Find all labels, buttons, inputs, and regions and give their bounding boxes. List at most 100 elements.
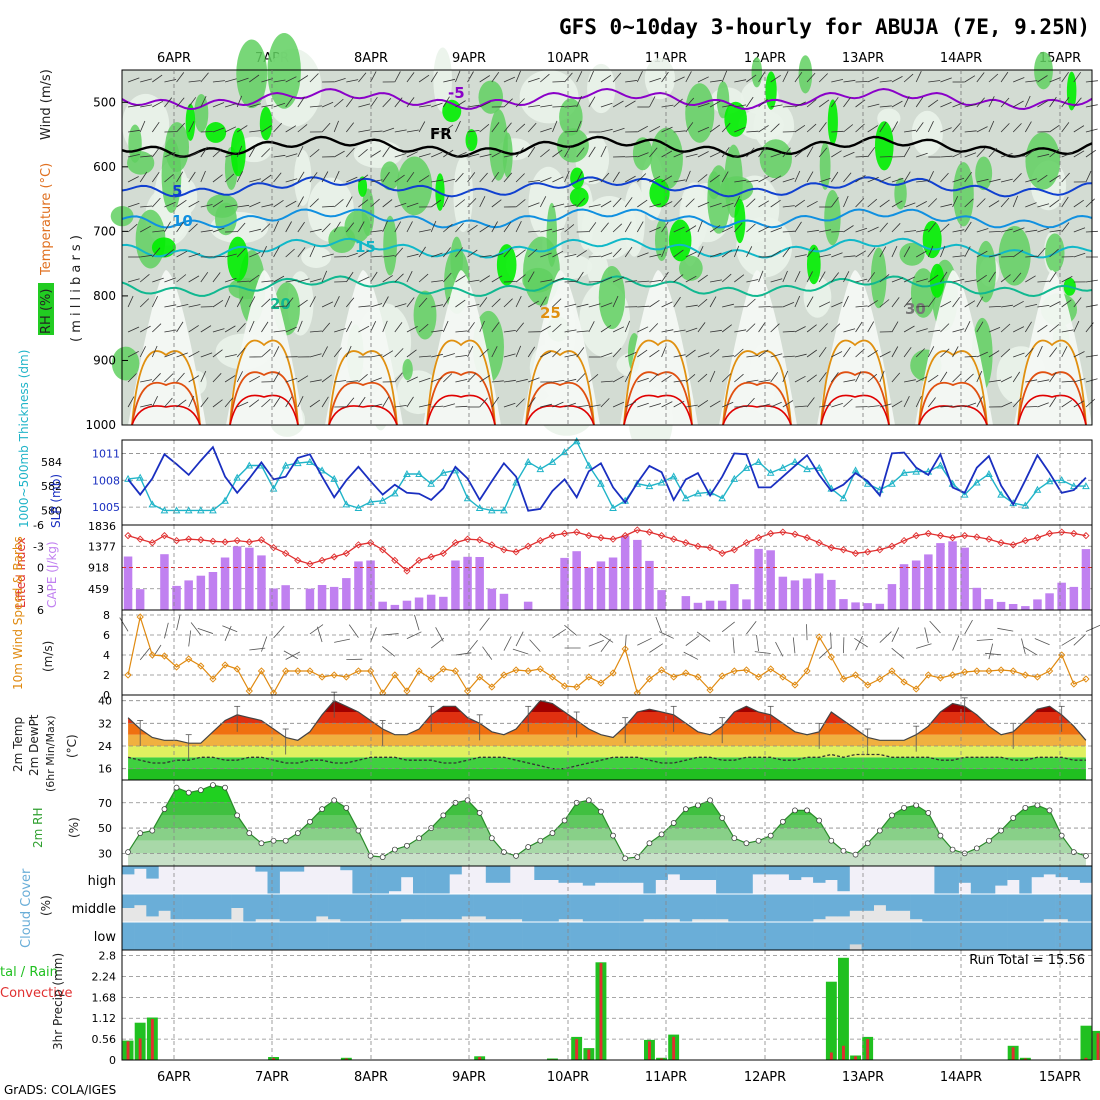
upper-wind-barb [818, 372, 827, 383]
wind10-barb [854, 637, 868, 648]
upper-wind-barb [903, 297, 913, 308]
upper-wind-barb [127, 176, 139, 183]
warm-isotherm-arch [918, 350, 988, 426]
upper-wind-barb [406, 396, 414, 408]
upper-wind-barb [916, 376, 928, 383]
upper-wind-barb [988, 96, 995, 108]
wind10-point [1070, 680, 1078, 688]
rh2m-point [294, 830, 301, 836]
upper-wind-barb [394, 322, 403, 333]
upper-wind-barb [261, 203, 274, 208]
wind10-barb [273, 625, 285, 639]
upper-wind-barb [418, 297, 428, 308]
upper-wind-barb [734, 406, 747, 408]
warm-isotherm-arch [328, 381, 398, 426]
upper-wind-barb [770, 353, 783, 358]
cloud-bar [146, 894, 159, 917]
upper-wind-barb [151, 345, 158, 358]
upper-wind-barb [358, 325, 370, 333]
upper-wind-barb [722, 303, 734, 308]
upper-wind-barb [1000, 401, 1013, 408]
upper-wind-barb [176, 399, 187, 408]
upper-wind-barb [285, 326, 297, 333]
thickness-point [136, 473, 145, 481]
upper-wind-barb [952, 102, 964, 108]
upper-wind-barb [479, 75, 491, 83]
upper-wind-barb [479, 397, 488, 408]
upper-wind-barb [261, 398, 271, 408]
upper-wind-barb [200, 204, 213, 208]
upper-wind-barb [309, 353, 322, 358]
cloud-bar [316, 894, 329, 917]
date-label-top: 12APR [744, 51, 786, 66]
thickness-point [1021, 501, 1030, 509]
upper-wind-barb [903, 96, 910, 108]
upper-wind-barb [576, 373, 586, 383]
precip-convective-bar [1023, 1058, 1027, 1060]
upper-wind-barb [491, 171, 500, 183]
cloud-bar [485, 922, 499, 950]
upper-wind-barb [940, 245, 946, 258]
upper-wind-barb [491, 346, 498, 358]
upper-wind-barb [212, 102, 225, 108]
thickness-point [306, 457, 314, 465]
rh2m-point [222, 784, 228, 791]
upper-wind-barb [806, 99, 817, 108]
wind10-barb [382, 646, 396, 657]
cape-bar [620, 535, 630, 610]
upper-wind-barb [685, 349, 696, 358]
upper-wind-barb [418, 229, 431, 233]
upper-wind-barb [321, 270, 328, 283]
upper-wind-barb [224, 354, 237, 358]
upper-wind-barb [224, 253, 237, 258]
upper-wind-barb [370, 403, 383, 408]
upper-wind-barb [1000, 228, 1013, 233]
upper-wind-barb [697, 352, 710, 358]
upper-wind-barb [321, 122, 331, 133]
upper-wind-barb [709, 296, 717, 308]
wind10-barb [435, 627, 444, 642]
upper-wind-barb [649, 175, 661, 183]
cloud-bar [728, 866, 741, 894]
cloud-bar [910, 922, 923, 950]
cloud-bar [243, 894, 256, 922]
cape-axis-label: CAPE (J/kg) [45, 541, 59, 608]
upper-wind-barb [309, 73, 319, 83]
upper-wind-barb [200, 146, 208, 158]
upper-wind-barb [952, 122, 961, 133]
cloud-bar [400, 894, 414, 920]
upper-wind-barb [746, 96, 754, 108]
cape-bar [814, 573, 824, 610]
cloud-bar [1055, 894, 1068, 920]
wind10-point [779, 673, 787, 681]
upper-wind-barb [418, 121, 426, 133]
temp2m-line [127, 699, 1087, 744]
li-point [330, 553, 338, 561]
thickness-point [815, 463, 824, 471]
upper-wind-barb [188, 350, 200, 358]
thickness-point [572, 437, 581, 445]
cloud-bar [1079, 894, 1093, 922]
rh-patch-light [307, 177, 354, 242]
thickness-point [475, 503, 484, 511]
cloud-level-label: low [94, 930, 117, 945]
upper-wind-barb [515, 296, 522, 308]
thickness-point [403, 469, 411, 477]
upper-wind-barb [1012, 249, 1024, 258]
upper-wind-barb [188, 121, 195, 133]
rh-patch-green [685, 83, 715, 143]
upper-wind-barb [855, 305, 868, 308]
cape-tick-label: 918 [88, 562, 109, 575]
upper-wind-barb [1073, 400, 1085, 408]
date-label-bottom: 9APR [452, 1070, 486, 1085]
upper-wind-barb [988, 253, 1001, 258]
thickness-point [791, 457, 799, 465]
upper-wind-barb [1001, 256, 1014, 258]
precip-convective-bar [344, 1058, 348, 1060]
upper-wind-barb [649, 403, 662, 408]
upper-wind-barb [916, 180, 929, 183]
cape-bar [1008, 604, 1018, 610]
thickness-point [330, 474, 339, 482]
upper-wind-barb [515, 345, 522, 358]
upper-wind-barb [818, 323, 828, 333]
